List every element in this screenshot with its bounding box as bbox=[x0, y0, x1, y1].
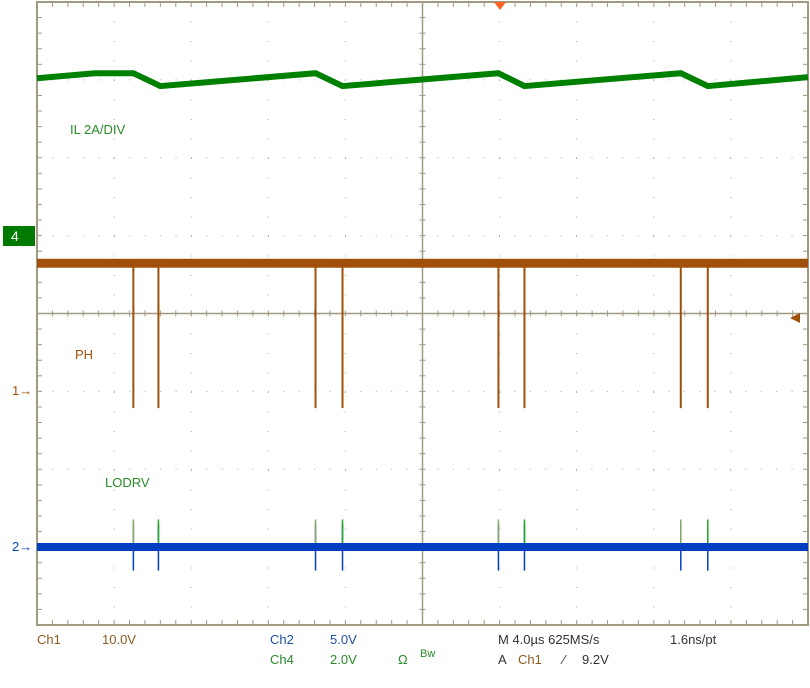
resolution: 1.6ns/pt bbox=[670, 632, 717, 647]
label-ph: PH bbox=[75, 347, 94, 362]
timebase: M 4.0µs 625MS/s bbox=[498, 632, 600, 647]
trigger-level: 9.2V bbox=[582, 652, 609, 667]
ch4-marker-label: 4 bbox=[11, 228, 19, 244]
trigger-position-marker bbox=[494, 2, 506, 10]
trigger-channel: Ch1 bbox=[518, 652, 542, 667]
impedance-icon: Ω bbox=[398, 652, 408, 667]
trigger-mode: A bbox=[498, 652, 507, 667]
ch4-ground-marker[interactable]: 4 → bbox=[3, 226, 35, 264]
ch2-marker-label: 2 bbox=[12, 539, 20, 554]
ch2-scale: 5.0V bbox=[330, 632, 357, 647]
ch1-scale: 10.0V bbox=[102, 632, 136, 647]
bandwidth-limit-indicator: Bw bbox=[420, 648, 436, 660]
ch4-label: Ch4 bbox=[270, 652, 294, 667]
ch1-label: Ch1 bbox=[37, 632, 61, 647]
label-il: IL 2A/DIV bbox=[70, 122, 126, 137]
trigger-level-marker bbox=[790, 313, 800, 323]
il-trace bbox=[36, 70, 809, 90]
ch2-label: Ch2 bbox=[270, 632, 294, 647]
trigger-slope-icon: ⁄ bbox=[563, 652, 566, 667]
ch2-ground-marker[interactable]: 2→ bbox=[12, 539, 33, 554]
ch4-scale: 2.0V bbox=[330, 652, 357, 667]
label-lodrv: LODRV bbox=[105, 475, 150, 490]
ch1-ground-marker[interactable]: 1→ bbox=[12, 383, 33, 398]
ch1-marker-label: 1 bbox=[12, 383, 20, 398]
